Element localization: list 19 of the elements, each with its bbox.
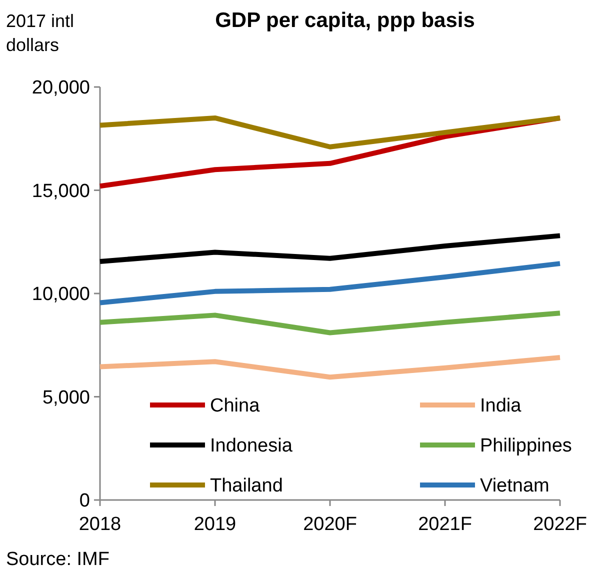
legend-label: China [210,396,260,417]
legend-label: Vietnam [480,476,550,497]
x-tick-label: 2022F [533,514,587,535]
y-tick-label: 15,000 [32,180,90,202]
legend-label: India [480,396,522,417]
x-tick-label: 2020F [303,514,357,535]
legend-label: Thailand [210,476,283,497]
y-tick-label: 20,000 [32,78,90,99]
y-tick-label: 5,000 [42,387,90,408]
x-tick-label: 2021F [418,514,472,535]
legend-label: Philippines [480,436,572,457]
legend-label: Indonesia [210,436,293,457]
y-tick-label: 0 [79,490,90,512]
y-tick-label: 10,000 [32,284,90,306]
x-tick-label: 2018 [78,514,122,535]
chart-title: GDP per capita, ppp basis [215,9,475,32]
x-tick-label: 2019 [194,514,236,535]
source-note: Source: IMF [6,549,110,570]
y-axis-title: 2017 intl dollars [6,11,74,55]
